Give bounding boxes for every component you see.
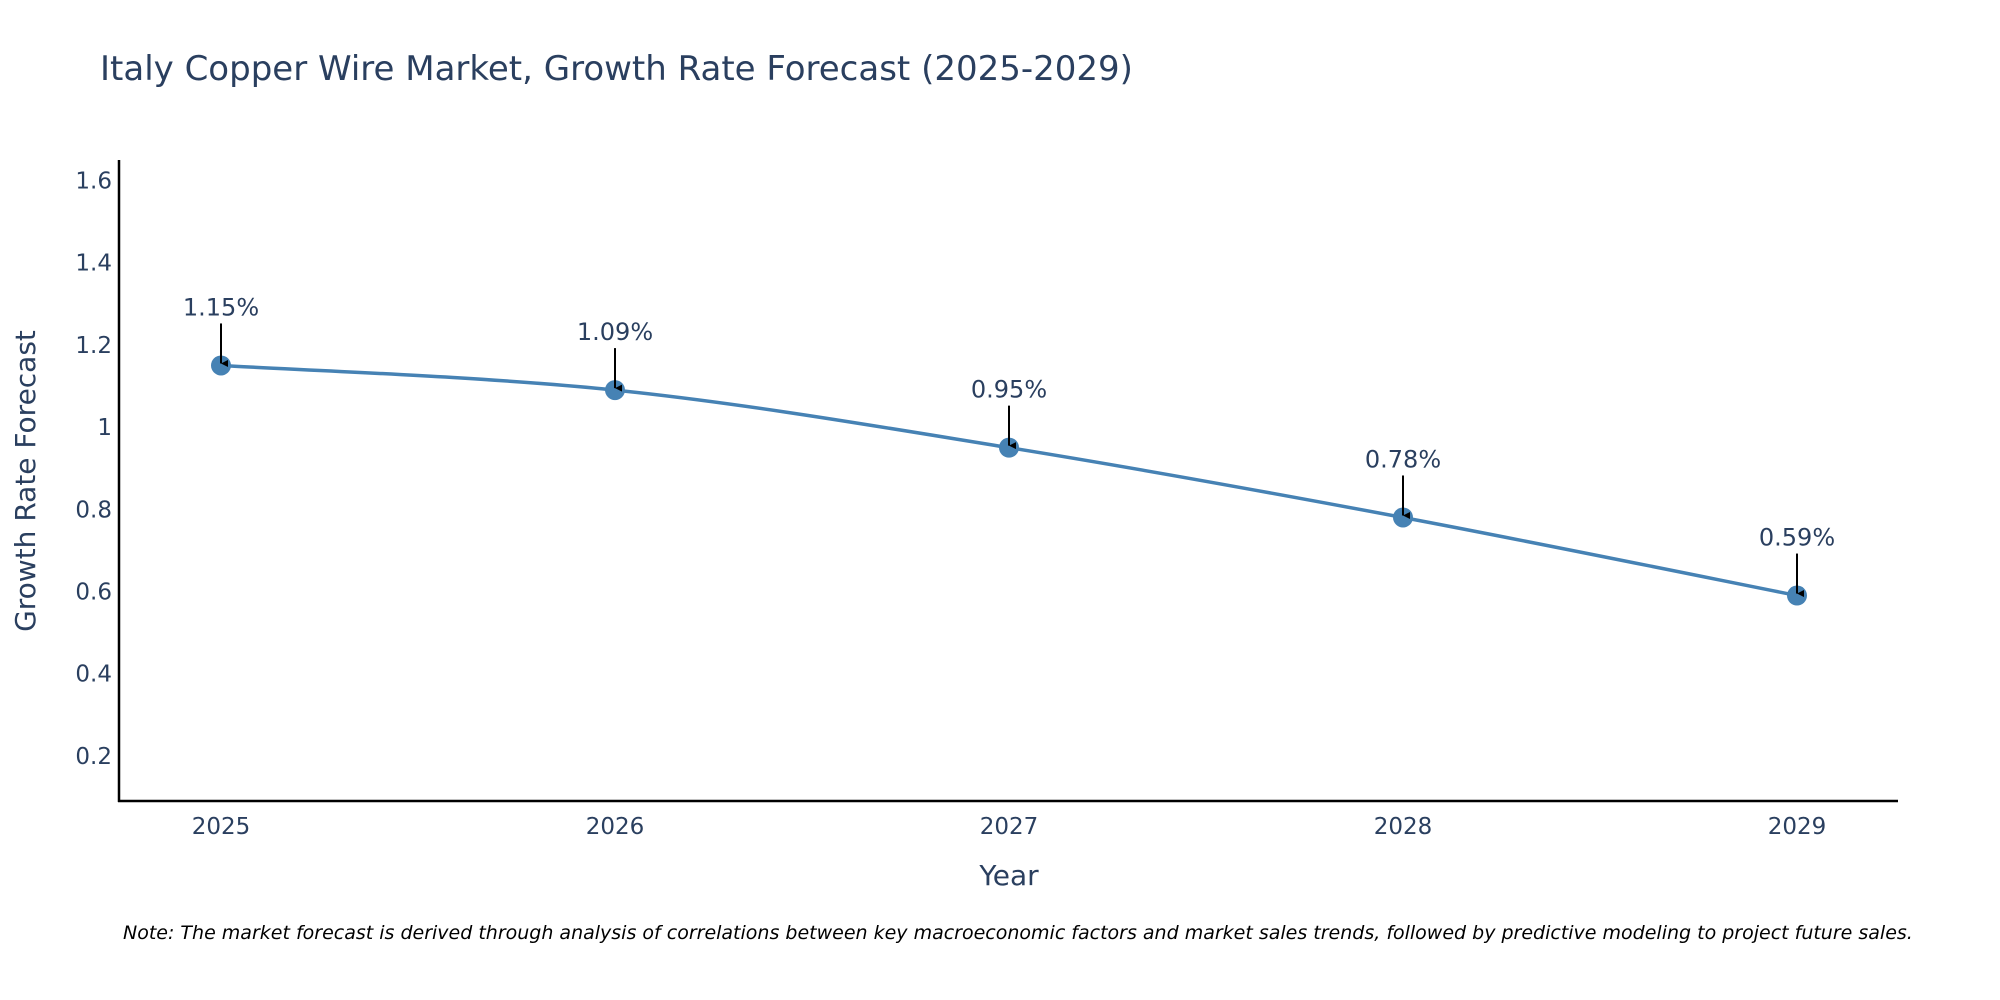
- data-labels: 1.15% 1.09% 0.95% 0.78% 0.59%: [183, 293, 1835, 598]
- x-tick-label: 2028: [1374, 814, 1433, 840]
- data-label: 1.15%: [183, 293, 259, 321]
- chart-title: Italy Copper Wire Market, Growth Rate Fo…: [100, 49, 1133, 89]
- data-label: 0.95%: [971, 376, 1047, 404]
- y-axis-ticks: 0.2 0.4 0.6 0.8 1 1.2 1.4 1.6: [75, 169, 112, 770]
- y-tick-label: 0.8: [75, 497, 112, 523]
- x-axis-title: Year: [978, 859, 1039, 892]
- y-tick-label: 1: [97, 415, 112, 441]
- y-tick-label: 1.6: [75, 169, 112, 195]
- x-tick-label: 2027: [980, 814, 1039, 840]
- y-tick-label: 0.6: [75, 579, 112, 605]
- x-axis-ticks: 2025 2026 2027 2028 2029: [192, 814, 1827, 840]
- y-tick-label: 1.4: [75, 251, 112, 277]
- x-tick-label: 2029: [1768, 814, 1827, 840]
- data-label: 1.09%: [577, 318, 653, 346]
- y-tick-label: 0.2: [75, 744, 112, 770]
- footnote: Note: The market forecast is derived thr…: [123, 922, 1913, 944]
- data-label: 0.59%: [1759, 524, 1835, 552]
- y-axis-title: Growth Rate Forecast: [9, 330, 42, 632]
- x-tick-label: 2026: [586, 814, 645, 840]
- x-tick-label: 2025: [192, 814, 251, 840]
- y-tick-label: 1.2: [75, 333, 112, 359]
- y-tick-label: 0.4: [75, 662, 112, 688]
- data-label: 0.78%: [1365, 445, 1441, 473]
